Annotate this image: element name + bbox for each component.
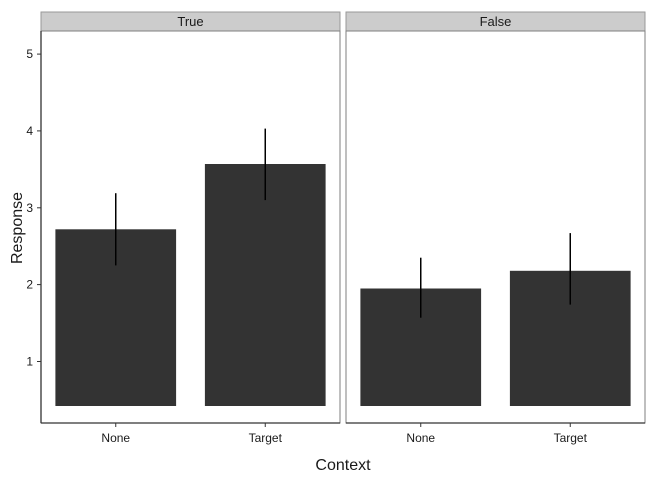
y-tick-label-2: 2 (26, 278, 33, 292)
bar-true-target (204, 164, 326, 406)
facet-panel-false: False None Target (345, 11, 646, 445)
x-axis-title: Context (315, 457, 371, 474)
x-tick-label-true-none: None (101, 431, 130, 445)
x-tick-label-false-none: None (406, 431, 435, 445)
y-tick-label-1: 1 (26, 355, 33, 369)
y-tick-label-4: 4 (26, 124, 33, 138)
x-tick-label-false-target: Target (554, 431, 588, 445)
x-ticks-true: None Target (101, 423, 283, 445)
strip-label-true: True (177, 14, 203, 29)
y-tick-label-3: 3 (26, 201, 33, 215)
y-ticks: 1 2 3 4 5 (26, 47, 41, 369)
strip-label-false: False (480, 14, 512, 29)
y-tick-label-5: 5 (26, 47, 33, 61)
y-axis-title: Response (9, 192, 26, 264)
facet-panel-true: True None Target (40, 11, 341, 445)
bars-true (55, 128, 326, 406)
x-ticks-false: None Target (406, 423, 588, 445)
x-tick-label-true-target: Target (249, 431, 283, 445)
bars-false (360, 233, 631, 406)
